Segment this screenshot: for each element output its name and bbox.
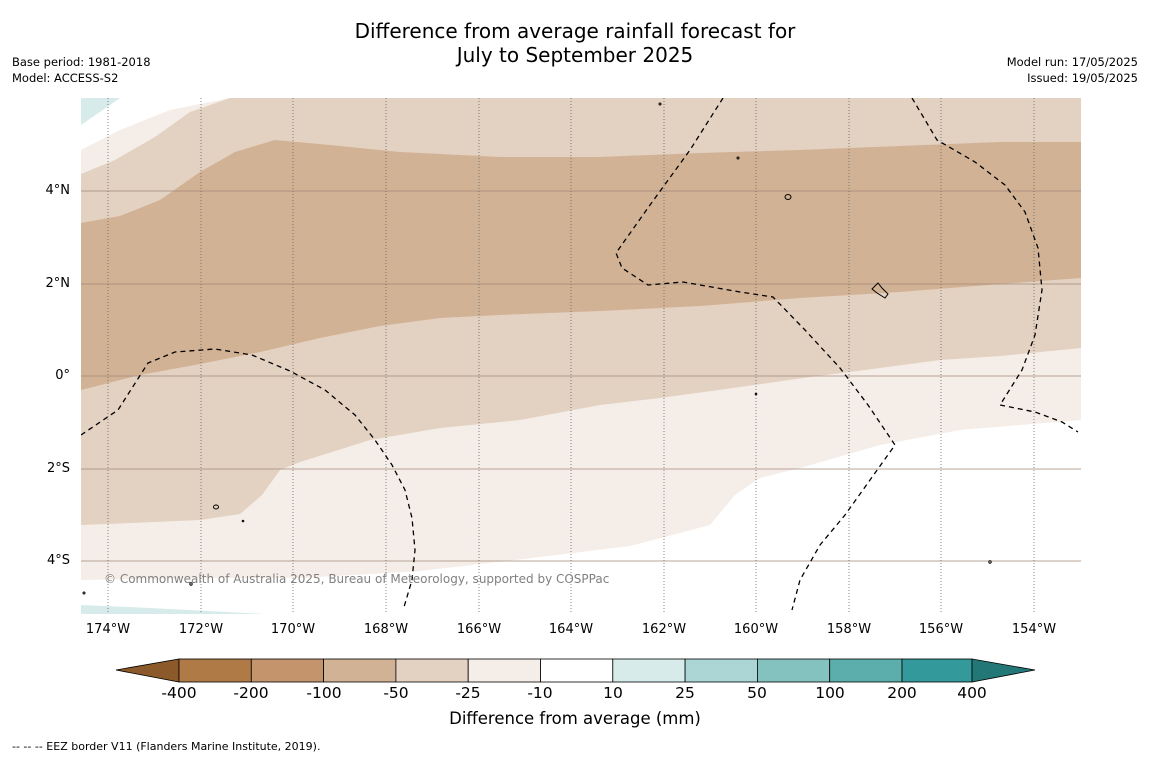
lon-label: 154°W (1011, 622, 1057, 637)
islands (82, 102, 992, 595)
lon-label: 170°W (270, 622, 316, 637)
lon-label: 174°W (85, 622, 131, 637)
colorbar-label: -50 (383, 684, 409, 702)
colorbar-swatch (178, 658, 252, 683)
colorbar-title: Difference from average (mm) (449, 709, 701, 728)
colorbar-swatch (684, 658, 758, 683)
contour-band-teal-bottomleft (81, 605, 265, 614)
colorbar-label: 400 (957, 684, 987, 702)
colorbar-swatch (323, 658, 397, 683)
colorbar (115, 658, 1036, 683)
colorbar-label: -100 (306, 684, 342, 702)
lat-label-2s: 2°S (46, 461, 70, 476)
map-title-line2: July to September 2025 (456, 43, 694, 67)
lon-label: 166°W (456, 622, 502, 637)
colorbar-label: -200 (233, 684, 269, 702)
colorbar-extend-high (971, 658, 1036, 683)
colorbar-label: -25 (455, 684, 481, 702)
model-text: Model: ACCESS-S2 (12, 71, 119, 85)
model-run-text: Model run: 17/05/2025 (1006, 55, 1138, 69)
colorbar-label: 50 (747, 684, 767, 702)
lat-label-0: 0° (55, 368, 70, 383)
rainfall-contours (81, 98, 1081, 614)
copyright-credit: © Commonwealth of Australia 2025, Bureau… (104, 572, 610, 586)
lon-label: 160°W (733, 622, 779, 637)
map-title-line1: Difference from average rainfall forecas… (354, 19, 796, 43)
colorbar-swatch (467, 658, 541, 683)
lon-label: 162°W (641, 622, 687, 637)
lon-label: 172°W (178, 622, 224, 637)
lat-label-2n: 2°N (45, 276, 71, 291)
base-period-text: Base period: 1981-2018 (12, 55, 151, 69)
colorbar-swatch (901, 658, 973, 683)
colorbar-label: -10 (527, 684, 553, 702)
colorbar-label: 10 (603, 684, 623, 702)
colorbar-swatch (829, 658, 903, 683)
lat-label-4n: 4°N (45, 183, 71, 198)
colorbar-label: -400 (161, 684, 197, 702)
eez-borders (81, 98, 1079, 611)
lon-label: 158°W (826, 622, 872, 637)
colorbar-swatch (540, 658, 614, 683)
contour-band-teal-topleft (81, 98, 120, 125)
issued-text: Issued: 19/05/2025 (1027, 71, 1138, 85)
colorbar-extend-low (115, 658, 180, 683)
lon-label: 164°W (548, 622, 594, 637)
colorbar-swatch (612, 658, 686, 683)
colorbar-label: 25 (675, 684, 695, 702)
lon-label: 156°W (918, 622, 964, 637)
eez-footnote: -- -- -- EEZ border V11 (Flanders Marine… (12, 740, 321, 753)
contour-band-medium (81, 140, 1081, 390)
colorbar-label: 200 (887, 684, 917, 702)
colorbar-swatch (757, 658, 831, 683)
colorbar-swatch (250, 658, 325, 683)
latitude-gridlines (81, 190, 1081, 562)
longitude-gridlines (107, 98, 1035, 614)
lat-label-4s: 4°S (46, 553, 70, 568)
colorbar-label: 100 (815, 684, 845, 702)
lon-label: 168°W (363, 622, 409, 637)
colorbar-swatch (395, 658, 469, 683)
